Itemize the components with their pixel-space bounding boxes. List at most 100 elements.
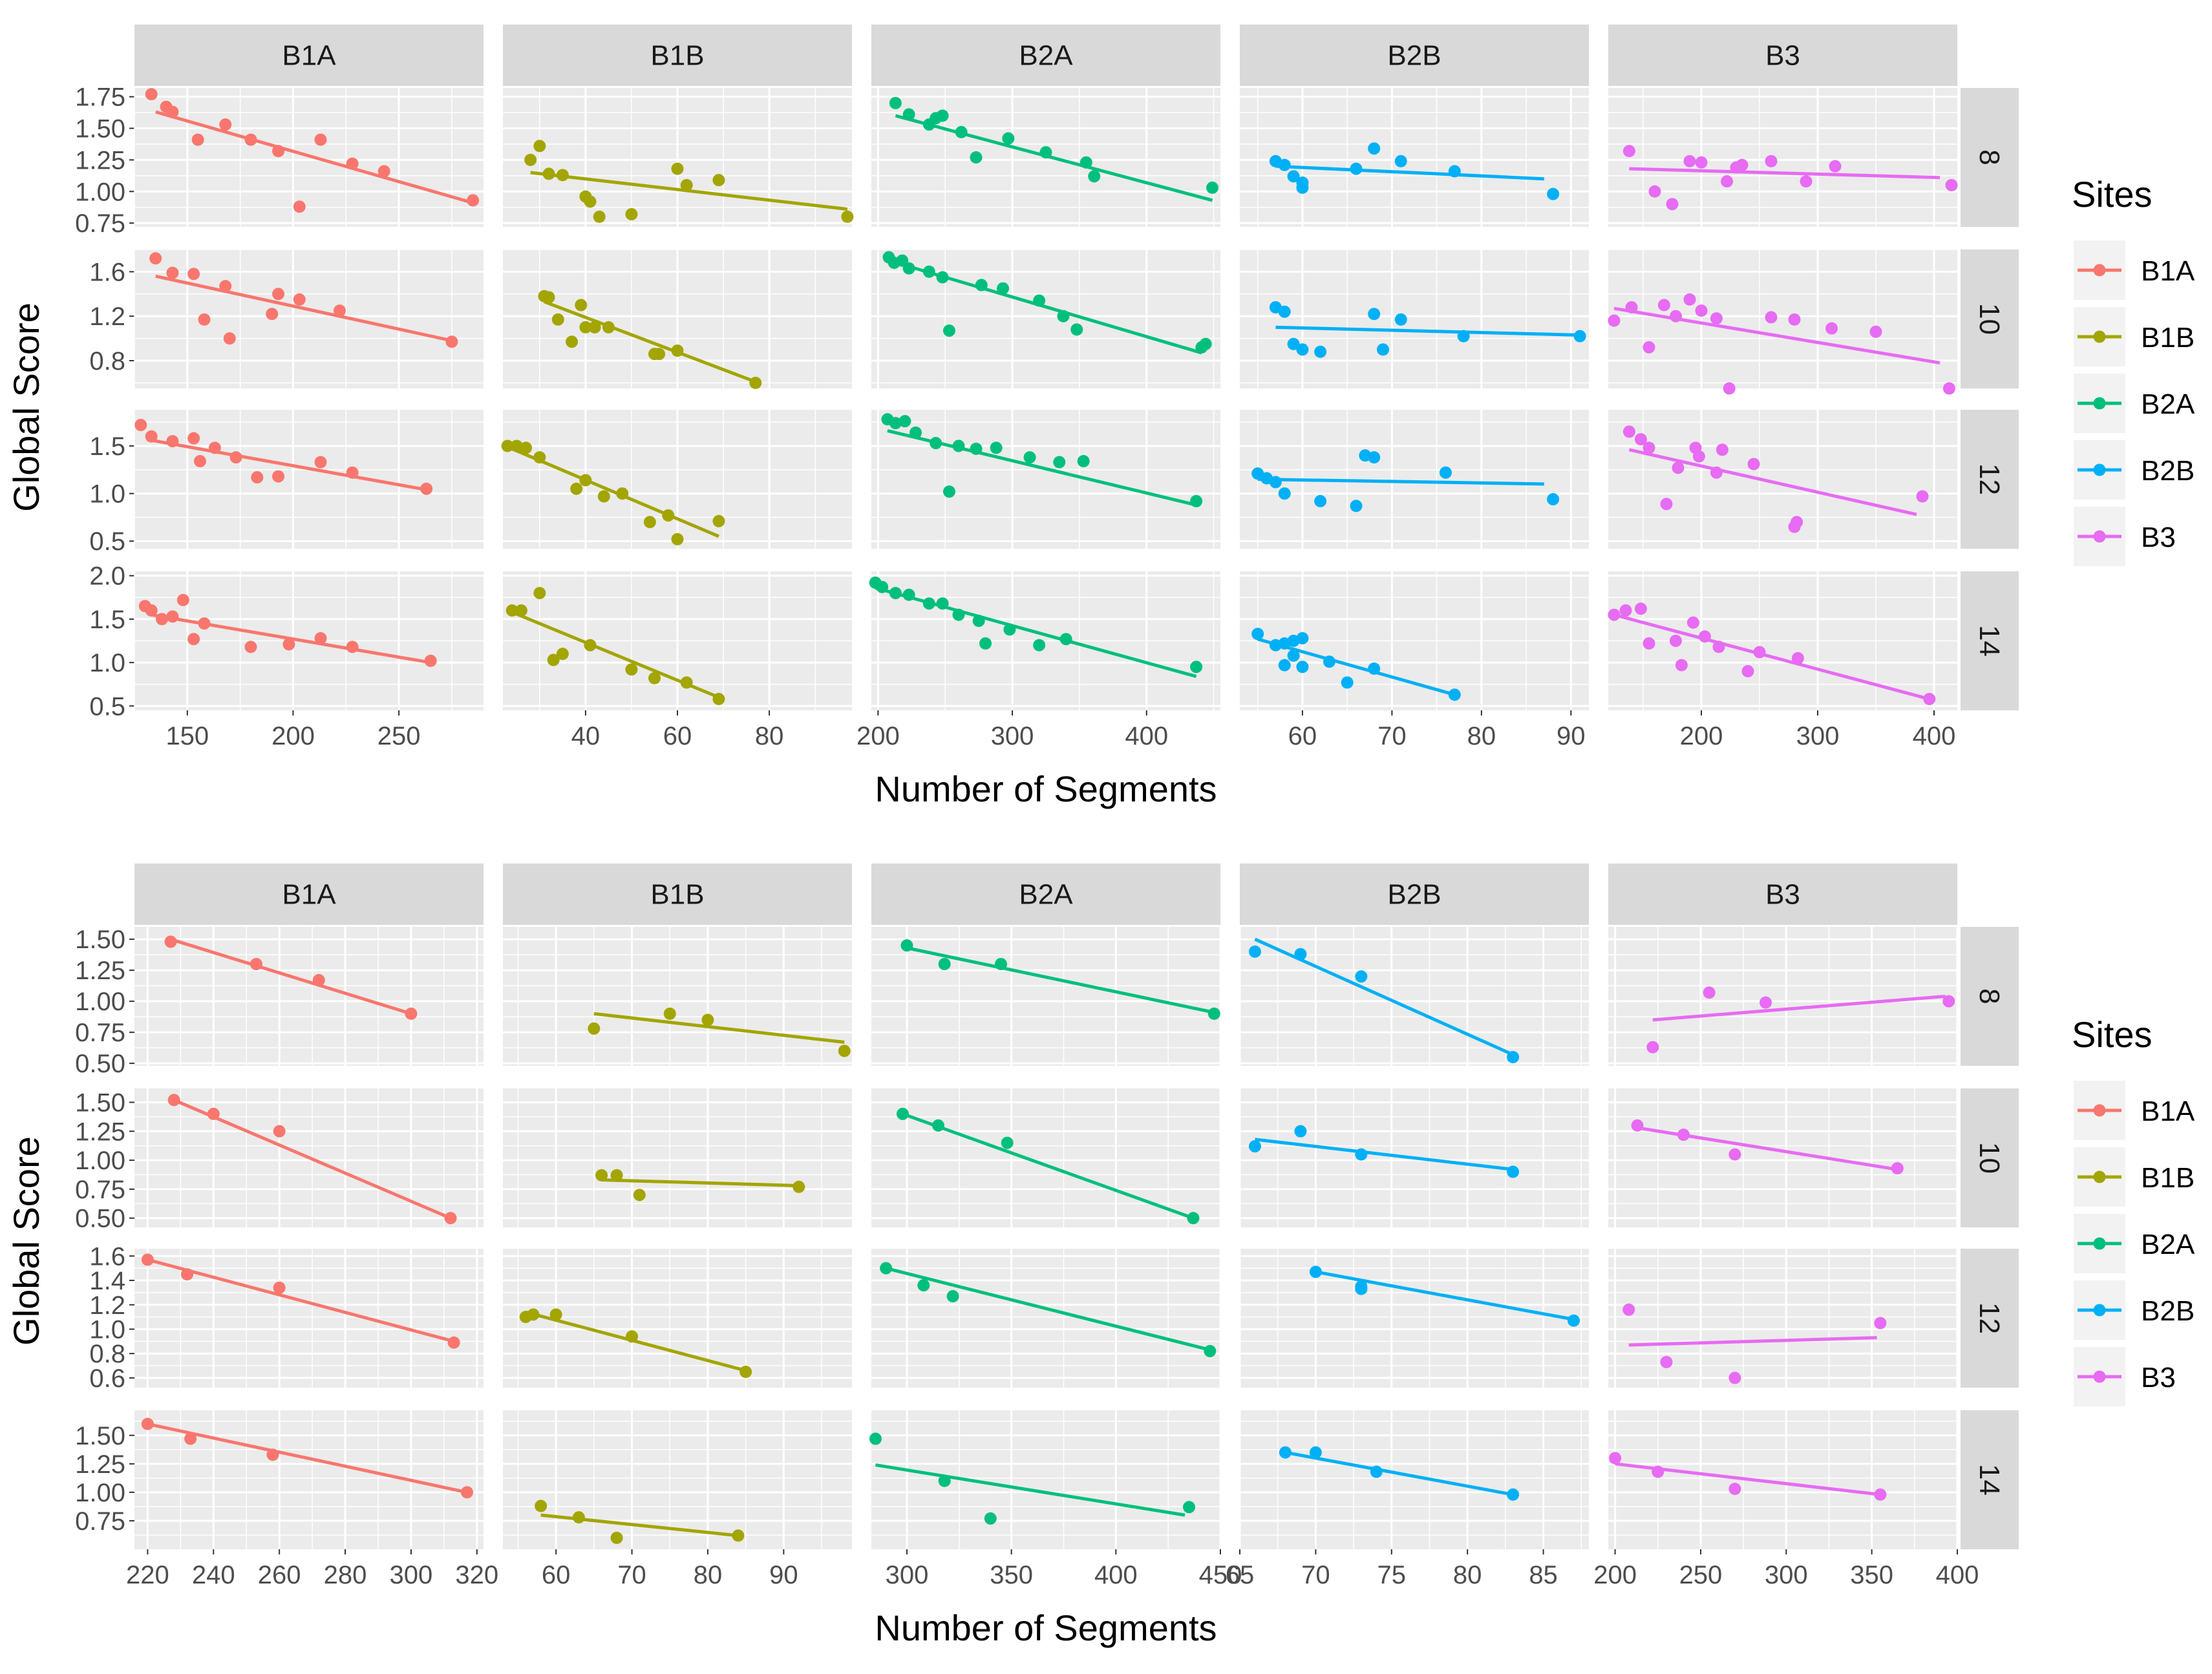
column-strip-label: B3 (1765, 879, 1800, 911)
trend-line (906, 946, 1215, 1014)
x-tick-label: 200 (856, 722, 900, 750)
data-point (1869, 325, 1882, 338)
column-strip-label: B1A (282, 879, 336, 911)
data-point (1023, 451, 1036, 464)
panel-background (871, 410, 1220, 549)
y-tick-label: 2.0 (89, 562, 125, 591)
data-point (1728, 1148, 1741, 1161)
panel (871, 1249, 1222, 1388)
data-point (938, 958, 951, 971)
y-tick-label: 0.5 (89, 527, 125, 556)
data-point (282, 638, 295, 651)
data-point (1660, 1355, 1673, 1368)
panel (134, 410, 484, 549)
row-strip (1961, 571, 2019, 710)
data-point (1747, 458, 1760, 471)
data-point (145, 430, 158, 443)
panel-background (1240, 249, 1589, 388)
data-point (1314, 345, 1327, 358)
data-point (575, 299, 588, 312)
panel-background (1240, 1249, 1589, 1388)
data-point (712, 174, 725, 187)
legend-title: Sites (2072, 174, 2153, 215)
data-point (229, 451, 242, 464)
data-point (662, 509, 675, 522)
row-strip (1961, 1249, 2019, 1388)
x-tick-label: 70 (1377, 722, 1407, 750)
column-strip (134, 863, 484, 925)
data-point (1323, 655, 1335, 668)
data-point (838, 1044, 851, 1057)
data-point (1053, 456, 1066, 469)
trend-line (902, 1112, 1194, 1220)
panel (1240, 88, 1589, 227)
chart-1: B1A B1B B2A B2B B3 8 0.75 1.00 1.25 1.50 1.75 10 0.8… (6, 25, 2195, 809)
legend-title: Sites (2072, 1014, 2153, 1055)
x-tick-label: 70 (1301, 1561, 1330, 1589)
data-point (533, 451, 546, 464)
data-point (1643, 341, 1655, 354)
data-point (584, 639, 597, 652)
panel-background (871, 1410, 1220, 1549)
data-point (1710, 466, 1723, 479)
legend-label: B1B (2141, 322, 2195, 354)
data-point (193, 455, 206, 468)
data-point (1703, 986, 1716, 999)
data-point (902, 588, 915, 601)
data-point (1278, 487, 1291, 500)
legend-key-point (2093, 530, 2106, 543)
data-point (1003, 623, 1016, 636)
data-point (1728, 1483, 1741, 1496)
legend: Sites B1A B1B B2A B2B B3 (2072, 174, 2195, 566)
panel (1608, 1088, 1959, 1227)
panel (871, 88, 1220, 227)
data-point (610, 1169, 623, 1181)
data-point (1669, 310, 1682, 323)
y-tick-label: 0.8 (89, 1340, 125, 1368)
data-point (1296, 343, 1309, 356)
data-point (156, 613, 169, 626)
y-tick-label: 1.50 (75, 926, 125, 954)
data-point (1675, 659, 1688, 672)
x-axis-title: Number of Segments (875, 768, 1217, 809)
data-point (207, 1107, 220, 1120)
x-tick-label: 400 (1913, 722, 1956, 750)
legend-label: B1A (2141, 255, 2195, 287)
panel (869, 571, 1220, 710)
data-point (732, 1529, 745, 1542)
data-point (626, 1330, 639, 1343)
data-point (250, 958, 262, 971)
y-tick-label: 0.5 (89, 692, 125, 721)
panel-background (1608, 927, 1957, 1066)
data-point (527, 1308, 540, 1321)
column-strip-label: B3 (1765, 40, 1800, 72)
panel (503, 88, 854, 227)
data-point (1622, 1303, 1635, 1316)
data-point (1355, 970, 1368, 983)
trend-line (1315, 1270, 1574, 1321)
y-tick-label: 1.25 (75, 1118, 125, 1146)
data-point (936, 109, 949, 122)
panel (1608, 571, 1957, 710)
panel (134, 249, 484, 388)
column-strip-label: B2B (1387, 879, 1441, 911)
panel (871, 1088, 1222, 1227)
data-point (1765, 154, 1778, 167)
data-point (1296, 181, 1309, 194)
x-tick-label: 200 (271, 722, 315, 750)
x-tick-label: 200 (1680, 722, 1723, 750)
panel-background (1608, 410, 1957, 549)
legend-label: B2A (2141, 388, 2195, 420)
data-point (405, 1007, 418, 1020)
data-point (1314, 494, 1327, 507)
y-tick-label: 0.75 (75, 1176, 125, 1204)
data-point (1457, 330, 1470, 343)
data-point (198, 313, 211, 326)
legend-key-point (2093, 264, 2106, 277)
panel-background (1608, 1249, 1957, 1388)
data-point (1033, 294, 1046, 307)
data-point (1942, 995, 1955, 1008)
data-point (198, 617, 211, 630)
panel-background (1608, 249, 1957, 388)
